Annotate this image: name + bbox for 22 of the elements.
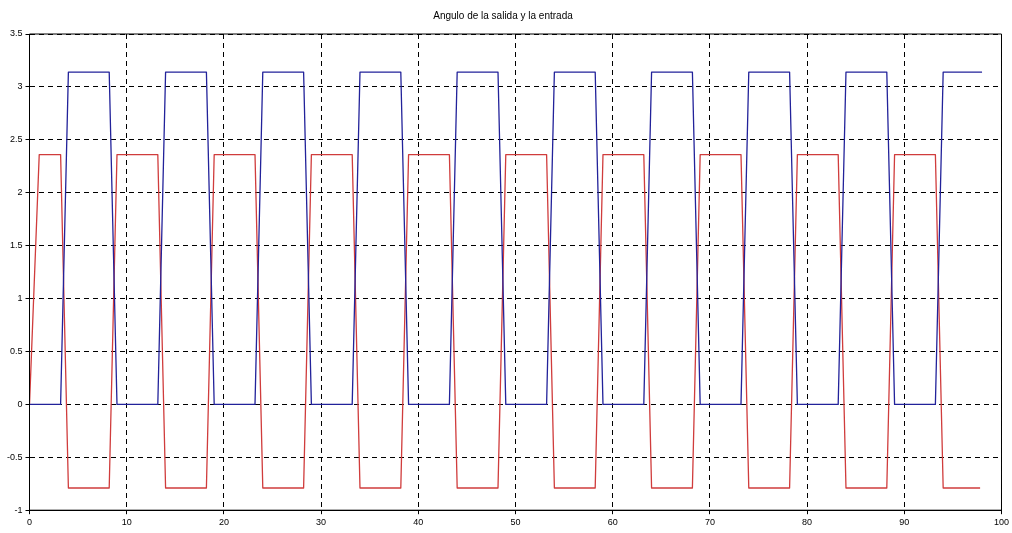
y-tick-label: 0.5 xyxy=(9,345,23,356)
y-tick-label: 1.5 xyxy=(9,240,23,251)
x-tick-label: 70 xyxy=(704,517,715,528)
y-tick-label: 2 xyxy=(17,187,23,198)
x-tick-label: 60 xyxy=(607,517,618,528)
x-tick-label: 40 xyxy=(413,517,424,528)
y-tick-label: 2.5 xyxy=(9,134,23,145)
y-tick-label: -1 xyxy=(14,504,23,515)
x-tick-label: 80 xyxy=(802,517,813,528)
y-tick-label: 0 xyxy=(17,398,23,409)
x-tick-label: 30 xyxy=(316,517,327,528)
x-tick-label: 0 xyxy=(27,517,33,528)
y-tick-label: 3.5 xyxy=(9,28,23,39)
y-tick-label: 1 xyxy=(17,293,23,304)
x-tick-label: 100 xyxy=(993,517,1010,528)
chart-title: Angulo de la salida y la entrada xyxy=(433,9,574,21)
y-tick-label: -0.5 xyxy=(6,451,23,462)
x-tick-label: 20 xyxy=(218,517,229,528)
x-tick-label: 10 xyxy=(121,517,132,528)
x-tick-label: 50 xyxy=(510,517,521,528)
x-tick-label: 90 xyxy=(899,517,910,528)
y-tick-label: 3 xyxy=(17,81,23,92)
